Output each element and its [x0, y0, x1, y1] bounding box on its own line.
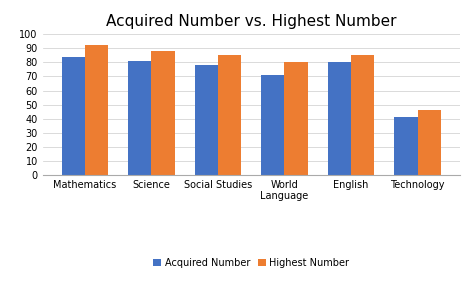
Bar — [418, 110, 441, 175]
Bar — [351, 55, 374, 175]
Bar — [218, 55, 241, 175]
Bar — [394, 117, 418, 175]
Bar — [261, 75, 284, 175]
Bar — [85, 45, 108, 175]
Legend: Acquired Number, Highest Number: Acquired Number, Highest Number — [149, 254, 353, 272]
Bar — [328, 62, 351, 175]
Bar — [128, 61, 151, 175]
Bar — [62, 57, 85, 175]
Bar — [151, 51, 175, 175]
Bar — [284, 62, 308, 175]
Title: Acquired Number vs. Highest Number: Acquired Number vs. Highest Number — [106, 14, 396, 29]
Bar — [195, 65, 218, 175]
